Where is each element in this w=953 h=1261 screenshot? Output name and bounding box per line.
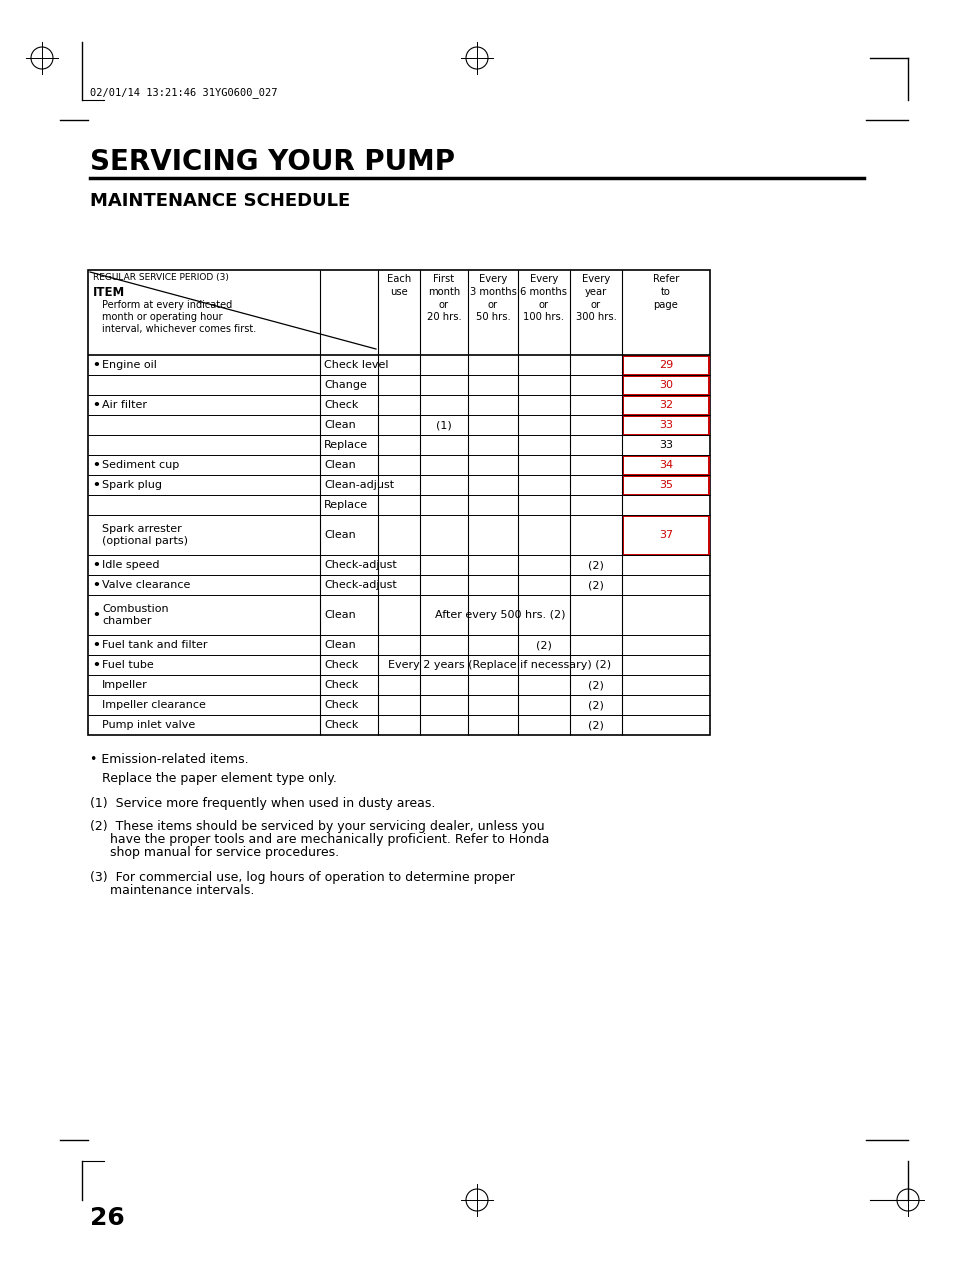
- Text: Clean-adjust: Clean-adjust: [324, 480, 394, 491]
- Text: Check: Check: [324, 660, 358, 670]
- Text: Spark arrester
(optional parts): Spark arrester (optional parts): [102, 523, 188, 546]
- Text: First
month
or
20 hrs.: First month or 20 hrs.: [426, 274, 461, 323]
- Text: Perform at every indicated: Perform at every indicated: [102, 300, 232, 310]
- Bar: [622, 516, 708, 555]
- Text: Clean: Clean: [324, 460, 355, 470]
- Text: •: •: [91, 478, 100, 492]
- Text: Combustion
chamber: Combustion chamber: [102, 604, 169, 627]
- Text: Every
year
or
300 hrs.: Every year or 300 hrs.: [575, 274, 616, 323]
- Text: • Emission-related items.: • Emission-related items.: [90, 753, 249, 765]
- Text: 34: 34: [659, 460, 673, 470]
- Text: Idle speed: Idle speed: [102, 560, 159, 570]
- Text: (3)  For commercial use, log hours of operation to determine proper: (3) For commercial use, log hours of ope…: [90, 871, 515, 884]
- Text: Check-adjust: Check-adjust: [324, 560, 396, 570]
- Text: (2): (2): [587, 700, 603, 710]
- Text: •: •: [91, 579, 100, 591]
- Text: Fuel tank and filter: Fuel tank and filter: [102, 641, 208, 649]
- Text: •: •: [91, 609, 100, 622]
- Text: 02/01/14 13:21:46 31YG0600_027: 02/01/14 13:21:46 31YG0600_027: [90, 87, 277, 98]
- Text: MAINTENANCE SCHEDULE: MAINTENANCE SCHEDULE: [90, 192, 350, 211]
- Text: (2): (2): [587, 680, 603, 690]
- Text: Check-adjust: Check-adjust: [324, 580, 396, 590]
- Text: Impeller: Impeller: [102, 680, 148, 690]
- Text: Air filter: Air filter: [102, 400, 147, 410]
- Text: Every
3 months
or
50 hrs.: Every 3 months or 50 hrs.: [469, 274, 516, 323]
- Text: (2): (2): [587, 580, 603, 590]
- Text: Replace the paper element type only.: Replace the paper element type only.: [90, 772, 336, 786]
- Bar: [622, 376, 708, 395]
- Text: Replace: Replace: [324, 440, 368, 450]
- Text: Change: Change: [324, 380, 367, 390]
- Text: (2)  These items should be serviced by your servicing dealer, unless you: (2) These items should be serviced by yo…: [90, 820, 544, 834]
- Text: Fuel tube: Fuel tube: [102, 660, 153, 670]
- Text: 26: 26: [90, 1206, 125, 1229]
- Text: Replace: Replace: [324, 501, 368, 509]
- Text: 37: 37: [659, 530, 673, 540]
- Text: (1): (1): [436, 420, 452, 430]
- Text: Check: Check: [324, 720, 358, 730]
- Text: Clean: Clean: [324, 420, 355, 430]
- Text: shop manual for service procedures.: shop manual for service procedures.: [90, 846, 338, 859]
- Text: have the proper tools and are mechanically proficient. Refer to Honda: have the proper tools and are mechanical…: [90, 834, 549, 846]
- Text: SERVICING YOUR PUMP: SERVICING YOUR PUMP: [90, 148, 455, 177]
- Text: Clean: Clean: [324, 610, 355, 620]
- Bar: [622, 475, 708, 494]
- Text: •: •: [91, 358, 100, 372]
- Text: Clean: Clean: [324, 530, 355, 540]
- Text: •: •: [91, 638, 100, 652]
- Text: •: •: [91, 459, 100, 472]
- Text: After every 500 hrs. (2): After every 500 hrs. (2): [435, 610, 565, 620]
- Text: ITEM: ITEM: [92, 286, 125, 299]
- Text: interval, whichever comes first.: interval, whichever comes first.: [102, 324, 256, 334]
- Text: (2): (2): [536, 641, 552, 649]
- Text: 33: 33: [659, 420, 672, 430]
- Text: (2): (2): [587, 560, 603, 570]
- Text: Check: Check: [324, 680, 358, 690]
- Text: Check: Check: [324, 400, 358, 410]
- Text: 35: 35: [659, 480, 672, 491]
- Text: •: •: [91, 658, 100, 672]
- Text: 32: 32: [659, 400, 673, 410]
- Text: •: •: [91, 398, 100, 411]
- Text: Pump inlet valve: Pump inlet valve: [102, 720, 195, 730]
- Text: Engine oil: Engine oil: [102, 359, 156, 369]
- Text: (1)  Service more frequently when used in dusty areas.: (1) Service more frequently when used in…: [90, 797, 435, 810]
- Text: REGULAR SERVICE PERIOD (3): REGULAR SERVICE PERIOD (3): [92, 272, 229, 282]
- Text: Every
6 months
or
100 hrs.: Every 6 months or 100 hrs.: [520, 274, 567, 323]
- Text: (2): (2): [587, 720, 603, 730]
- Bar: [622, 396, 708, 415]
- Text: •: •: [91, 559, 100, 571]
- Text: Every 2 years (Replace if necessary) (2): Every 2 years (Replace if necessary) (2): [388, 660, 611, 670]
- Text: Each
use: Each use: [387, 274, 411, 296]
- Text: Sediment cup: Sediment cup: [102, 460, 179, 470]
- Text: Clean: Clean: [324, 641, 355, 649]
- Bar: [622, 416, 708, 435]
- Text: 33: 33: [659, 440, 672, 450]
- Bar: [622, 455, 708, 474]
- Text: Impeller clearance: Impeller clearance: [102, 700, 206, 710]
- Text: 29: 29: [659, 359, 673, 369]
- Text: month or operating hour: month or operating hour: [102, 311, 222, 322]
- Text: Refer
to
page: Refer to page: [652, 274, 679, 310]
- Text: Valve clearance: Valve clearance: [102, 580, 191, 590]
- Text: maintenance intervals.: maintenance intervals.: [90, 884, 254, 897]
- Text: 30: 30: [659, 380, 672, 390]
- Bar: [622, 356, 708, 375]
- Text: Spark plug: Spark plug: [102, 480, 162, 491]
- Text: Check level: Check level: [324, 359, 388, 369]
- Text: Check: Check: [324, 700, 358, 710]
- Bar: [88, 270, 709, 735]
